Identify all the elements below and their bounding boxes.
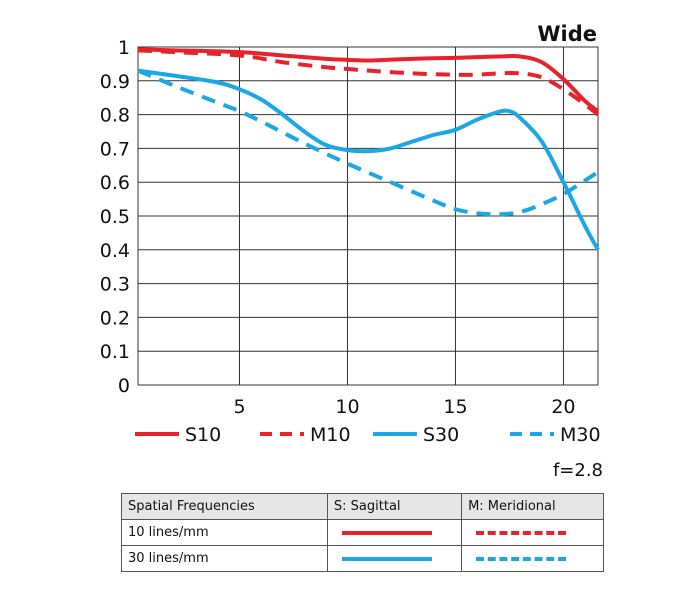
y-tick-label: 0.8 [100,105,130,127]
series-line-s10 [137,47,600,113]
aperture-annotation: f=2.8 [553,460,603,481]
meridional-30-swatch-cell [461,545,604,572]
chart-grid [137,46,599,386]
y-tick-label: 0.3 [100,274,130,296]
y-tick-label: 0.1 [100,341,130,363]
series-line-s30 [137,68,600,251]
row-label-10: 10 lines/mm [121,519,328,546]
header-sagittal: S: Sagittal [326,493,463,520]
y-tick-label: 0.9 [100,71,130,93]
row-label-30: 30 lines/mm [121,545,328,572]
sagittal-10-swatch-cell [326,519,463,546]
legend-label-s10: S10 [185,424,221,446]
chart-legend: S10 M10 S30 M30 [135,424,601,446]
y-tick-label: 0.4 [100,240,130,262]
x-tick-label: 20 [551,396,575,418]
dashed-blue-line-swatch [476,556,567,561]
y-tick-label: 0.7 [100,138,130,160]
legend-table-row: 30 lines/mm [121,545,604,572]
solid-blue-line-swatch [341,556,432,561]
chart-title: Wide [537,22,597,46]
legend-label-m30: M30 [560,424,601,446]
mtf-chart: 00.10.20.30.40.50.60.70.80.915 10 15 20 Wid… [100,22,603,481]
x-tick-label: 5 [233,396,245,418]
series-line-m10 [137,48,600,117]
y-tick-label: 1 [118,37,130,59]
series-line-m30 [137,68,600,217]
y-tick-label: 0.2 [100,307,130,329]
spatial-frequency-legend-table: Spatial Frequencies S: Sagittal M: Merid… [121,493,604,572]
legend-label-m10: M10 [310,424,351,446]
x-tick-label: 15 [443,396,467,418]
dashed-red-line-swatch [476,530,567,535]
chart-series [137,47,600,251]
legend-table-row: 10 lines/mm [121,519,604,546]
header-spatial-frequencies: Spatial Frequencies [121,493,328,520]
header-meridional: M: Meridional [461,493,604,520]
legend-table-header-row: Spatial Frequencies S: Sagittal M: Merid… [121,493,604,520]
meridional-10-swatch-cell [461,519,604,546]
y-tick-label: 0.5 [100,206,130,228]
sagittal-30-swatch-cell [326,545,463,572]
y-tick-label: 0 [118,375,130,397]
legend-label-s30: S30 [423,424,459,446]
x-tick-label: 10 [335,396,359,418]
solid-red-line-swatch [341,530,432,535]
y-tick-label: 0.6 [100,172,130,194]
axis-labels: 00.10.20.30.40.50.60.70.80.915 10 15 20 [100,37,576,418]
